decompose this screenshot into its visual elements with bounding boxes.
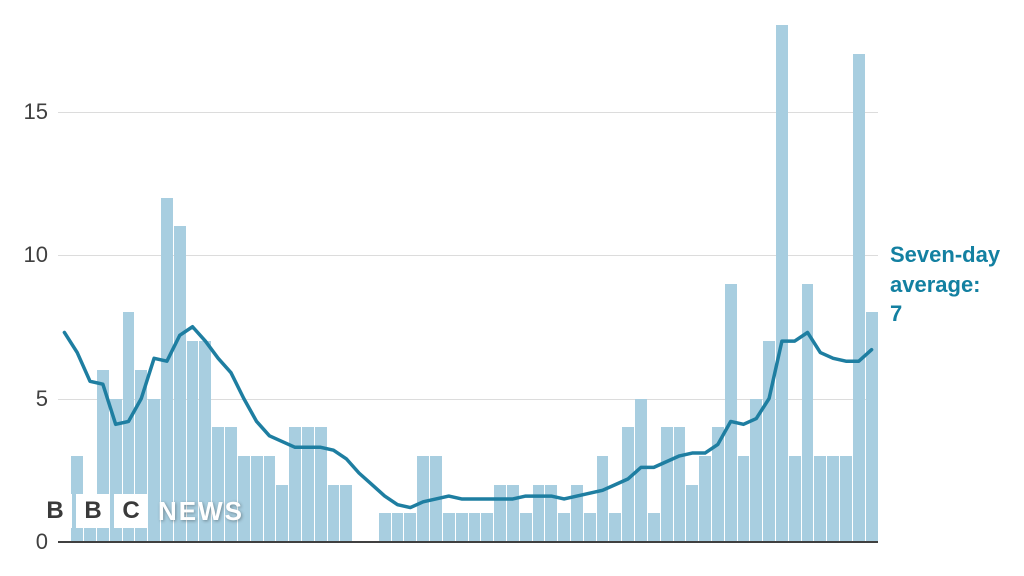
ytick-label: 10 xyxy=(24,242,58,268)
bbc-box-b1: B xyxy=(38,494,72,528)
chart-plot-area: 05101520 xyxy=(58,0,878,542)
ytick-label: 0 xyxy=(36,529,58,555)
ytick-label: 15 xyxy=(24,99,58,125)
bbc-box-c: C xyxy=(114,494,148,528)
seven-day-average-label: Seven-day average: 7 xyxy=(890,240,1000,329)
annotation-line-1: Seven-day xyxy=(890,240,1000,270)
seven-day-average-line xyxy=(58,0,878,542)
bbc-news-text: NEWS xyxy=(158,496,244,527)
bbc-box-b2: B xyxy=(76,494,110,528)
annotation-line-2: average: xyxy=(890,270,1000,300)
bbc-news-logo: B B C NEWS xyxy=(38,494,244,528)
ytick-label: 5 xyxy=(36,386,58,412)
annotation-line-3: 7 xyxy=(890,299,1000,329)
